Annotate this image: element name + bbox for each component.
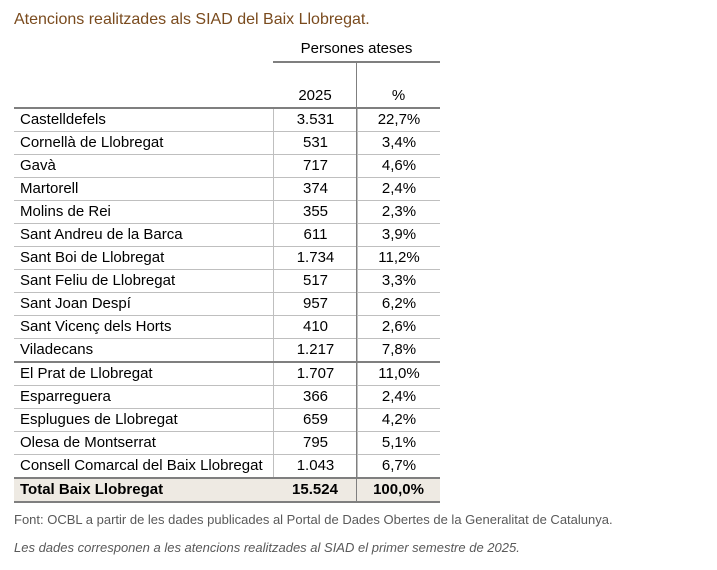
pct-cell: 3,4% xyxy=(357,132,440,154)
table-row: El Prat de Llobregat 1.707 11,0% xyxy=(14,363,440,386)
total-label: Total Baix Llobregat xyxy=(20,481,164,498)
pct-cell: 11,0% xyxy=(357,363,440,385)
pct-cell: 6,2% xyxy=(357,293,440,315)
municipality-cell: Sant Boi de Llobregat xyxy=(20,249,165,266)
column-divider xyxy=(356,63,357,503)
value-cell: 611 xyxy=(273,224,357,246)
municipality-cell: Esparreguera xyxy=(20,388,111,405)
table-row: Castelldefels 3.531 22,7% xyxy=(14,109,440,132)
pct-cell: 7,8% xyxy=(357,339,440,361)
municipality-cell: Olesa de Montserrat xyxy=(20,434,156,451)
table-group-header-row: Persones ateses xyxy=(14,37,440,63)
table-row: Esplugues de Llobregat 659 4,2% xyxy=(14,409,440,432)
pct-cell: 5,1% xyxy=(357,432,440,454)
value-cell: 374 xyxy=(273,178,357,200)
municipality-cell: El Prat de Llobregat xyxy=(20,365,153,382)
municipality-cell: Sant Vicenç dels Horts xyxy=(20,318,172,335)
table-row: Martorell 374 2,4% xyxy=(14,178,440,201)
table-row: Gavà 717 4,6% xyxy=(14,155,440,178)
municipality-cell: Sant Feliu de Llobregat xyxy=(20,272,176,289)
pct-cell: 2,3% xyxy=(357,201,440,223)
table-row: Molins de Rei 355 2,3% xyxy=(14,201,440,224)
value-cell: 1.217 xyxy=(273,339,357,361)
total-value: 15.524 xyxy=(292,481,338,498)
value-cell: 1.707 xyxy=(273,363,357,385)
value-cell: 531 xyxy=(273,132,357,154)
pct-cell: 22,7% xyxy=(357,109,440,131)
pct-cell: 3,9% xyxy=(357,224,440,246)
table-row: Consell Comarcal del Baix Llobregat 1.04… xyxy=(14,455,440,479)
municipality-cell: Cornellà de Llobregat xyxy=(20,134,164,151)
municipality-cell: Sant Joan Despí xyxy=(20,295,131,312)
table-row: Viladecans 1.217 7,8% xyxy=(14,339,440,363)
pct-cell: 4,6% xyxy=(357,155,440,177)
value-cell: 1.043 xyxy=(273,455,357,477)
table-header-row: 2025 % xyxy=(14,63,440,109)
municipality-cell: Esplugues de Llobregat xyxy=(20,411,178,428)
table-row: Sant Andreu de la Barca 611 3,9% xyxy=(14,224,440,247)
value-cell: 795 xyxy=(273,432,357,454)
table-row: Sant Joan Despí 957 6,2% xyxy=(14,293,440,316)
total-row: Total Baix Llobregat 15.524 100,0% xyxy=(14,479,440,503)
data-table: Persones ateses 2025 % Castelldefels 3.5… xyxy=(14,37,440,503)
municipality-cell: Consell Comarcal del Baix Llobregat xyxy=(20,457,263,474)
table-row: Olesa de Montserrat 795 5,1% xyxy=(14,432,440,455)
value-cell: 410 xyxy=(273,316,357,338)
value-cell: 717 xyxy=(273,155,357,177)
municipality-cell: Castelldefels xyxy=(20,111,106,128)
table-row: Esparreguera 366 2,4% xyxy=(14,386,440,409)
table-row: Sant Boi de Llobregat 1.734 11,2% xyxy=(14,247,440,270)
total-pct: 100,0% xyxy=(373,481,424,498)
pct-cell: 3,3% xyxy=(357,270,440,292)
value-cell: 355 xyxy=(273,201,357,223)
source-note: Font: OCBL a partir de les dades publica… xyxy=(14,512,613,527)
municipality-cell: Gavà xyxy=(20,157,56,174)
pct-cell: 4,2% xyxy=(357,409,440,431)
pct-cell: 2,6% xyxy=(357,316,440,338)
pct-cell: 6,7% xyxy=(357,455,440,477)
pct-cell: 2,4% xyxy=(357,178,440,200)
municipality-cell: Molins de Rei xyxy=(20,203,111,220)
value-cell: 957 xyxy=(273,293,357,315)
value-cell: 3.531 xyxy=(273,109,357,131)
table-row: Sant Feliu de Llobregat 517 3,3% xyxy=(14,270,440,293)
value-cell: 659 xyxy=(273,409,357,431)
group-header: Persones ateses xyxy=(273,37,440,63)
municipality-cell: Sant Andreu de la Barca xyxy=(20,226,183,243)
municipality-cell: Viladecans xyxy=(20,341,94,358)
municipality-cell: Martorell xyxy=(20,180,79,197)
value-cell: 1.734 xyxy=(273,247,357,269)
table-row: Sant Vicenç dels Horts 410 2,6% xyxy=(14,316,440,339)
value-cell: 366 xyxy=(273,386,357,408)
pct-cell: 11,2% xyxy=(357,247,440,269)
page-title: Atencions realitzades als SIAD del Baix … xyxy=(14,11,370,28)
table-row: Cornellà de Llobregat 531 3,4% xyxy=(14,132,440,155)
pct-cell: 2,4% xyxy=(357,386,440,408)
column-header-pct: % xyxy=(391,87,406,104)
footnote: Les dades corresponen a les atencions re… xyxy=(14,540,520,555)
column-header-year: 2025 xyxy=(298,87,332,104)
value-cell: 517 xyxy=(273,270,357,292)
